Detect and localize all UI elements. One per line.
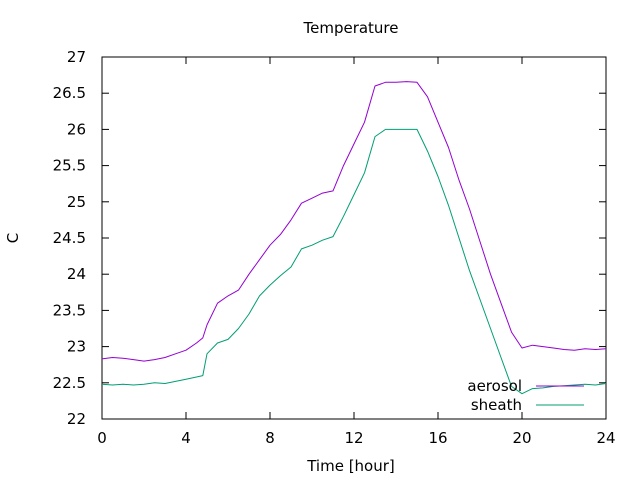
series-line-aerosol	[101, 81, 607, 362]
y-tick-label: 26	[67, 120, 86, 138]
series-line-sheath	[101, 128, 607, 395]
x-tick-label: 24	[596, 429, 615, 447]
x-tick-label: 12	[344, 429, 363, 447]
y-tick-label: 23	[67, 338, 86, 356]
x-tick-label: 4	[181, 429, 191, 447]
y-tick-label: 25	[67, 193, 86, 211]
chart-title: Temperature	[302, 19, 398, 37]
legend-label-aerosol: aerosol	[467, 377, 522, 395]
y-tick-label: 24	[67, 265, 86, 283]
y-tick-label: 22	[67, 410, 86, 428]
x-tick-label: 0	[97, 429, 107, 447]
legend-label-sheath: sheath	[471, 396, 522, 414]
y-tick-label: 26.5	[53, 84, 86, 102]
y-tick-label: 23.5	[53, 301, 86, 319]
x-tick-label: 20	[512, 429, 531, 447]
y-tick-label: 25.5	[53, 157, 86, 175]
y-tick-label: 27	[67, 48, 86, 66]
y-axis-label: C	[4, 233, 22, 243]
axis-ticks: 0 4 8 12 16 20 24 22 22.5 23 23.5 24 24.5 25 25.5 26 26.…	[53, 48, 616, 447]
x-tick-label: 8	[265, 429, 275, 447]
y-tick-label: 22.5	[53, 374, 86, 392]
x-axis-label: Time [hour]	[306, 457, 395, 475]
x-tick-label: 16	[428, 429, 447, 447]
series-layer	[101, 81, 607, 395]
plot-area	[101, 56, 607, 420]
y-tick-label: 24.5	[53, 229, 86, 247]
